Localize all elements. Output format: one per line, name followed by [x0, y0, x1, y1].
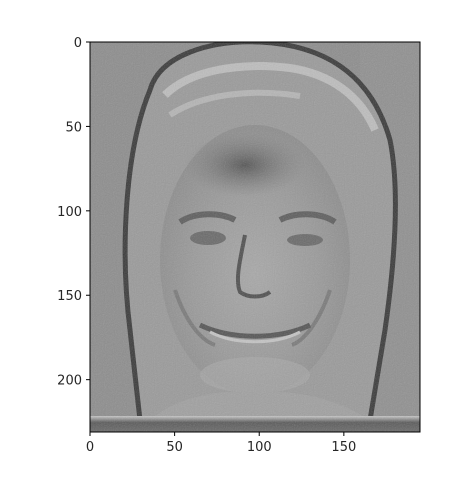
y-tick-label: 100: [57, 205, 82, 220]
y-tick-label: 150: [57, 289, 82, 304]
x-tick-label: 0: [86, 440, 94, 455]
y-tick-label: 0: [74, 36, 82, 51]
y-tick-label: 200: [57, 374, 82, 389]
axes-frame: [89, 41, 421, 433]
x-tick-label: 150: [331, 440, 356, 455]
x-axis-ticks: 0 50 100 150: [86, 432, 356, 455]
y-axis-ticks: 0 50 100 150 200: [57, 36, 90, 389]
x-tick-label: 50: [166, 440, 183, 455]
x-tick-label: 100: [247, 440, 272, 455]
face-image: [90, 42, 420, 432]
y-tick-label: 50: [65, 120, 82, 135]
